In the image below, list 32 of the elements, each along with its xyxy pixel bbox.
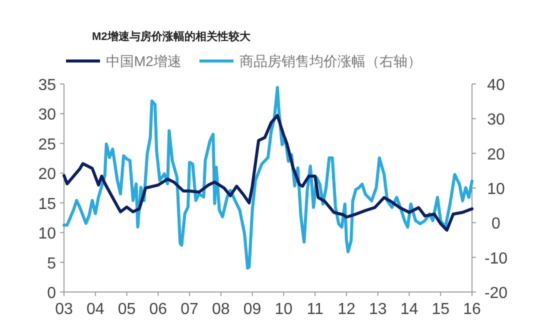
y2tick: 20 xyxy=(487,146,505,164)
y2tick: 30 xyxy=(487,112,505,129)
xtick: 03 xyxy=(55,301,73,318)
title: M2增速与房价涨幅的相关性较大 xyxy=(92,31,250,43)
ytick: 35 xyxy=(38,77,56,94)
y2tick: 10 xyxy=(487,181,505,198)
xtick: 07 xyxy=(180,301,198,318)
xtick: 13 xyxy=(368,301,387,318)
xtick: 09 xyxy=(243,301,262,318)
ytick: 10 xyxy=(38,226,56,243)
xtick: 12 xyxy=(338,301,356,318)
xtick: 14 xyxy=(400,301,418,318)
xtick: 08 xyxy=(212,301,230,318)
y2tick: 0 xyxy=(492,216,500,233)
legend-label: 商品房销售均价涨幅（右轴） xyxy=(239,53,422,69)
y2tick: -20 xyxy=(484,285,508,302)
y2tick: -10 xyxy=(484,250,508,268)
xtick: 15 xyxy=(432,301,450,318)
ytick: 25 xyxy=(38,136,56,154)
xtick: 16 xyxy=(463,301,481,318)
xtick: 06 xyxy=(149,301,168,318)
y2tick: 40 xyxy=(487,77,505,94)
xtick: 05 xyxy=(118,301,136,318)
ytick: 5 xyxy=(47,255,56,272)
ytick: 15 xyxy=(38,196,56,213)
xtick: 11 xyxy=(306,301,324,318)
legend-label: 中国M2增速 xyxy=(106,53,182,69)
xtick: 10 xyxy=(274,301,293,318)
ytick: 20 xyxy=(38,166,56,184)
ytick: 30 xyxy=(38,106,56,124)
ytick: 0 xyxy=(47,285,56,302)
xtick: 04 xyxy=(86,301,104,318)
